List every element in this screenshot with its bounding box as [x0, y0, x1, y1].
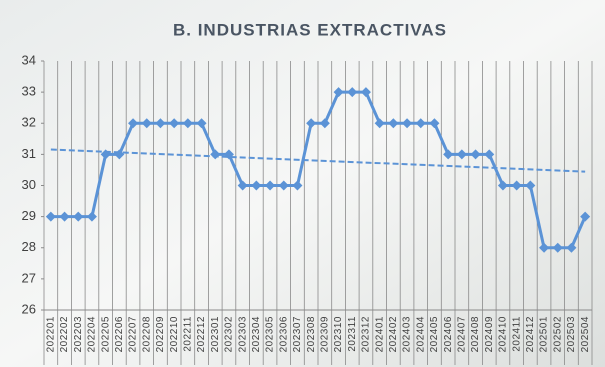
x-tick-label: 202406: [443, 316, 454, 352]
x-tick-label: 202204: [87, 316, 98, 352]
x-tick-label: 202209: [155, 316, 166, 352]
y-tick-label: 29: [22, 208, 36, 223]
marker: [525, 180, 536, 191]
x-tick-label: 202202: [59, 316, 70, 352]
marker: [497, 180, 508, 191]
x-tick-label: 202201: [45, 316, 56, 352]
x-tick-label: 202310: [333, 316, 344, 352]
y-tick-label: 34: [22, 52, 36, 67]
marker: [374, 118, 385, 129]
x-tick-label: 202208: [141, 316, 152, 352]
marker: [73, 211, 84, 222]
marker: [196, 118, 207, 129]
marker: [415, 118, 426, 129]
y-tick-label: 30: [22, 177, 36, 192]
x-tick-label: 202206: [114, 316, 125, 352]
marker: [141, 118, 152, 129]
x-tick-label: 202307: [292, 316, 303, 352]
marker: [59, 211, 70, 222]
marker: [251, 180, 262, 191]
data-line: [50, 90, 587, 250]
chart-title: B. INDUSTRIAS EXTRACTIVAS: [173, 20, 447, 39]
x-tick-label: 202409: [484, 316, 495, 352]
x-tick-label: 202403: [402, 316, 413, 352]
x-tick-label: 202407: [456, 316, 467, 352]
marker: [306, 118, 317, 129]
marker: [114, 149, 125, 160]
marker: [539, 242, 550, 253]
marker: [566, 242, 577, 253]
y-tick-label: 28: [22, 239, 36, 254]
x-tick-label: 202207: [128, 316, 139, 352]
marker: [552, 242, 563, 253]
x-tick-label: 202203: [73, 316, 84, 352]
marker: [278, 180, 289, 191]
x-tick-label: 202301: [210, 316, 221, 352]
marker: [223, 149, 234, 160]
marker: [210, 149, 221, 160]
x-tick-label: 202305: [265, 316, 276, 352]
x-tick-label: 202411: [511, 316, 522, 352]
marker: [484, 149, 495, 160]
x-tick-label: 202302: [224, 316, 235, 352]
marker: [237, 180, 248, 191]
x-tick-label: 202501: [539, 316, 550, 352]
x-tick-label: 202504: [580, 316, 591, 352]
marker: [100, 149, 111, 160]
marker: [182, 118, 193, 129]
x-tick-label: 202502: [552, 316, 563, 352]
marker: [347, 87, 358, 98]
y-tick-label: 27: [22, 270, 36, 285]
marker: [443, 149, 454, 160]
x-tick-label: 202210: [169, 316, 180, 352]
marker: [470, 149, 481, 160]
x-tick-label: 202212: [196, 316, 207, 352]
y-tick-label: 32: [22, 115, 36, 130]
marker: [128, 118, 139, 129]
y-tick-label: 31: [22, 146, 36, 161]
x-tick-label: 202312: [361, 316, 372, 352]
x-tick-label: 202211: [182, 316, 193, 352]
x-tick-label: 202311: [347, 316, 358, 352]
marker: [388, 118, 399, 129]
x-tick-label: 202306: [278, 316, 289, 352]
x-tick-label: 202412: [525, 316, 536, 352]
x-tick-label: 202308: [306, 316, 317, 352]
x-tick-label: 202205: [100, 316, 111, 352]
x-tick-label: 202405: [429, 316, 440, 352]
x-tick-label: 202309: [319, 316, 330, 352]
marker: [580, 211, 591, 222]
marker: [511, 180, 522, 191]
y-tick-label: 26: [22, 301, 36, 316]
marker: [333, 87, 344, 98]
x-tick-label: 202402: [388, 316, 399, 352]
marker: [402, 118, 413, 129]
x-tick-label: 202503: [566, 316, 577, 352]
marker: [429, 118, 440, 129]
marker: [360, 87, 371, 98]
y-tick-label: 33: [22, 84, 36, 99]
marker: [456, 149, 467, 160]
marker: [155, 118, 166, 129]
x-tick-label: 202408: [470, 316, 481, 352]
marker: [292, 180, 303, 191]
x-tick-label: 202410: [498, 316, 509, 352]
marker: [169, 118, 180, 129]
x-tick-label: 202304: [251, 316, 262, 352]
marker: [86, 211, 97, 222]
x-tick-label: 202401: [374, 316, 385, 352]
x-tick-label: 202404: [415, 316, 426, 352]
marker: [265, 180, 276, 191]
x-tick-label: 202303: [237, 316, 248, 352]
marker: [319, 118, 330, 129]
marker: [45, 211, 56, 222]
